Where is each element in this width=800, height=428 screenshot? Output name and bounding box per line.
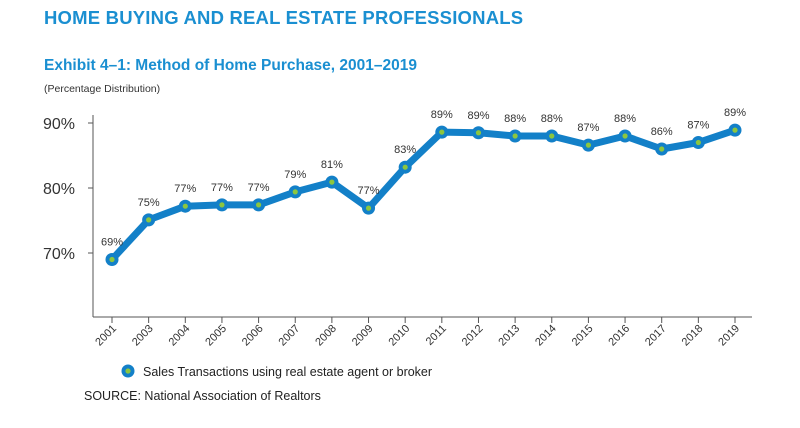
data-point-dot (146, 217, 152, 223)
x-tick-label: 2015 (570, 323, 596, 349)
data-point-dot (622, 133, 628, 139)
data-point-dot (549, 133, 555, 139)
x-tick-label: 2008 (313, 323, 339, 349)
exhibit-title: Exhibit 4–1: Method of Home Purchase, 20… (44, 57, 417, 74)
data-label: 83% (394, 144, 416, 156)
y-tick-label: 90% (43, 116, 75, 133)
data-label: 77% (211, 182, 233, 194)
x-tick-label: 2011 (424, 323, 449, 348)
data-label: 87% (577, 122, 599, 134)
data-label: 89% (724, 107, 746, 119)
data-label: 88% (504, 113, 526, 125)
data-label: 81% (321, 159, 343, 171)
y-tick-label: 80% (43, 181, 75, 198)
data-point-dot (182, 203, 188, 209)
data-label: 89% (467, 110, 489, 122)
x-tick-label: 2017 (643, 323, 669, 349)
data-label: 77% (358, 185, 380, 197)
data-label: 79% (284, 169, 306, 181)
data-point-dot (585, 142, 592, 148)
data-label: 75% (138, 197, 160, 209)
chart-subtitle: (Percentage Distribution) (44, 83, 161, 95)
data-point-dot (365, 205, 372, 211)
x-tick-label: 2004 (167, 323, 193, 349)
x-tick-label: 2003 (130, 323, 156, 349)
x-tick-label: 2001 (93, 323, 119, 349)
data-point-dot (292, 189, 298, 195)
data-label: 77% (248, 182, 270, 194)
data-label: 86% (651, 126, 673, 138)
data-label: 77% (174, 183, 196, 195)
data-point-dot (512, 133, 518, 139)
section-title: HOME BUYING AND REAL ESTATE PROFESSIONAL… (44, 7, 524, 28)
data-point-dot (219, 202, 225, 208)
x-tick-label: 2009 (350, 323, 376, 349)
data-point-dot (109, 256, 115, 263)
data-point-dot (659, 146, 665, 152)
x-tick-label: 2010 (386, 323, 412, 349)
series-line (108, 126, 739, 263)
data-point-dot (329, 179, 335, 185)
data-label: 69% (101, 237, 123, 249)
x-tick-label: 2006 (240, 323, 266, 349)
data-point-dot (475, 130, 482, 136)
data-label: 88% (614, 113, 636, 125)
x-tick-label: 2014 (533, 323, 559, 349)
x-tick-label: 2018 (680, 323, 706, 349)
x-tick-label: 2013 (496, 323, 522, 349)
source-note: SOURCE: National Association of Realtors (84, 389, 321, 403)
x-tick-label: 2019 (716, 323, 742, 349)
data-label: 89% (431, 109, 453, 121)
x-tick-label: 2012 (460, 323, 486, 349)
legend-label: Sales Transactions using real estate age… (143, 365, 432, 379)
data-point-dot (732, 127, 738, 133)
legend-marker-dot (125, 368, 131, 374)
x-tick-label: 2007 (277, 323, 303, 349)
data-point-dot (255, 202, 262, 208)
data-label: 87% (687, 120, 709, 132)
x-tick-label: 2016 (606, 323, 632, 349)
data-point-dot (402, 164, 408, 170)
data-point-dot (695, 139, 701, 146)
data-label: 88% (541, 113, 563, 125)
data-point-dot (439, 129, 445, 135)
y-tick-label: 70% (43, 246, 75, 263)
x-tick-label: 2005 (203, 323, 229, 349)
